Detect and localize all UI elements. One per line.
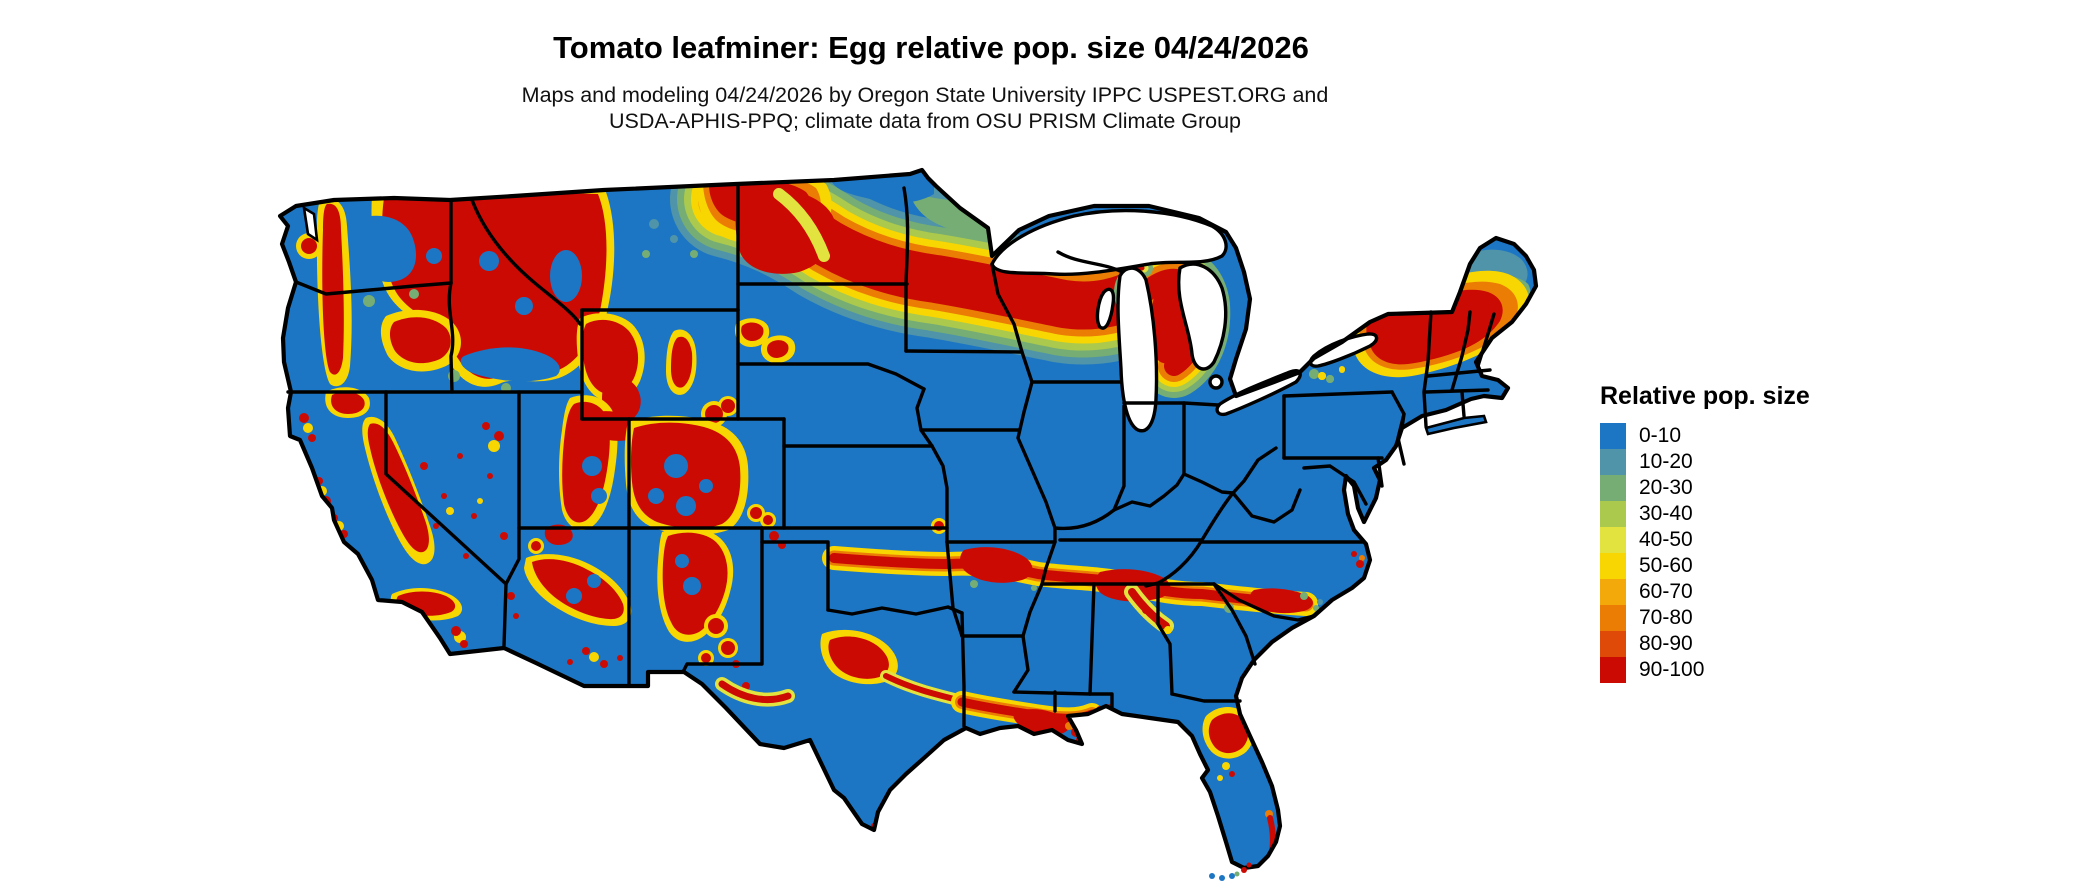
puget-sound	[302, 205, 319, 243]
great-lakes	[990, 208, 1379, 433]
legend-label: 0-10	[1639, 424, 1682, 447]
lake-huron	[1177, 262, 1228, 371]
legend-swatch	[1600, 579, 1626, 605]
lake-ontario	[1308, 332, 1379, 368]
heat-appalachia-speckles	[1309, 366, 1345, 383]
legend-item-80-90: 80-90	[1600, 631, 1810, 657]
legend-label: 50-60	[1639, 554, 1693, 577]
lake-st-clair	[1208, 374, 1224, 390]
legend-item-30-40: 30-40	[1600, 501, 1810, 527]
legend-title: Relative pop. size	[1600, 382, 1810, 410]
page-title: Tomato leafminer: Egg relative pop. size…	[553, 30, 1309, 65]
legend-item-20-30: 20-30	[1600, 475, 1810, 501]
legend-item-50-60: 50-60	[1600, 553, 1810, 579]
florida-keys	[1209, 862, 1252, 881]
page-subtitle: Maps and modeling 04/24/2026 by Oregon S…	[522, 82, 1329, 134]
us-choropleth-map	[277, 167, 1539, 881]
subtitle-line-2: USDA-APHIS-PPQ; climate data from OSU PR…	[608, 109, 1242, 133]
legend-item-10-20: 10-20	[1600, 449, 1810, 475]
legend-label: 80-90	[1639, 632, 1693, 655]
legend-item-0-10: 0-10	[1600, 423, 1810, 449]
legend: Relative pop. size 0-10 10-20 20-30 30-40 40…	[1600, 382, 1810, 683]
lake-superior	[990, 208, 1228, 277]
legend-label: 60-70	[1639, 580, 1693, 603]
legend-swatch	[1600, 605, 1626, 631]
lake-michigan	[1116, 266, 1159, 433]
legend-label: 10-20	[1639, 450, 1693, 473]
heat-midsouth-band	[822, 518, 1369, 634]
legend-swatch	[1600, 527, 1626, 553]
legend-label: 90-100	[1639, 658, 1705, 681]
green-bay	[1095, 287, 1116, 330]
legend-swatch	[1600, 423, 1626, 449]
legend-item-60-70: 60-70	[1600, 579, 1810, 605]
heat-northern-band-patches	[642, 170, 1011, 274]
map-container	[274, 164, 1554, 886]
us-outline	[277, 167, 1539, 871]
legend-rows: 0-10 10-20 20-30 30-40 40-50 50-60 60-70 70-80 8…	[1600, 423, 1810, 683]
legend-swatch	[1600, 631, 1626, 657]
legend-swatch	[1600, 657, 1626, 683]
legend-label: 20-30	[1639, 476, 1693, 499]
coastal-extras	[302, 205, 1488, 881]
state-borders	[286, 182, 1496, 728]
legend-swatch	[1600, 475, 1626, 501]
legend-item-70-80: 70-80	[1600, 605, 1810, 631]
legend-item-90-100: 90-100	[1600, 657, 1810, 683]
long-island	[1424, 414, 1488, 436]
legend-swatch	[1600, 449, 1626, 475]
legend-label: 40-50	[1639, 528, 1693, 551]
legend-label: 70-80	[1639, 606, 1693, 629]
subtitle-line-1: Maps and modeling 04/24/2026 by Oregon S…	[521, 83, 1329, 107]
legend-swatch	[1600, 553, 1626, 579]
legend-swatch	[1600, 501, 1626, 527]
legend-item-40-50: 40-50	[1600, 527, 1810, 553]
legend-label: 30-40	[1639, 502, 1693, 525]
